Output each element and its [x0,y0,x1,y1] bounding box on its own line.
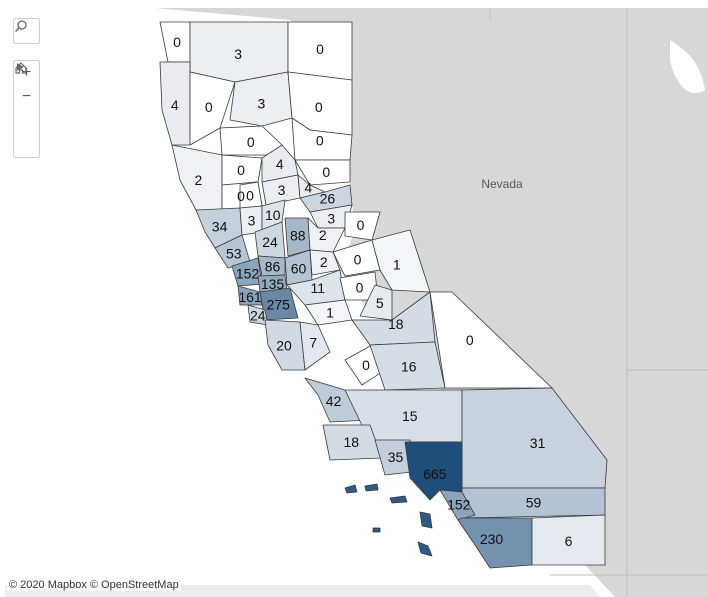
county-label-c41: 1 [326,305,334,321]
county-label-c27: 53 [226,245,242,261]
county-c45[interactable] [299,321,331,371]
county-c34[interactable] [371,229,431,293]
county-label-c46: 16 [401,358,417,374]
county-label-c31: 135 [261,276,285,292]
county-label-c14: 0 [237,188,245,204]
county-c13[interactable] [294,159,351,186]
county-c55[interactable] [439,489,476,521]
county-c9[interactable] [291,117,353,161]
county-label-c1: 0 [173,34,181,50]
county-label-c57: 6 [565,533,573,549]
county-label-c53: 665 [423,466,447,482]
county-label-c55: 152 [447,496,471,512]
county-label-c10: 2 [195,172,203,188]
county-label-c51: 18 [344,434,360,450]
channel-islands [344,483,433,557]
county-label-c33: 0 [354,252,362,268]
svg-text:Nevada: Nevada [481,177,523,191]
county-label-c54: 59 [526,494,542,510]
county-label-c4: 4 [171,97,179,113]
county-label-c12: 4 [276,156,284,172]
county-label-c44: 20 [276,337,292,353]
map-toolbar: + − [13,60,40,158]
county-label-c22: 10 [265,207,281,223]
county-label-c15: 0 [246,187,254,203]
play-icon [17,63,24,71]
county-label-c39: 24 [250,308,266,324]
county-label-c30: 86 [265,258,281,274]
play-button[interactable] [14,63,39,157]
search-control[interactable] [13,18,40,44]
county-label-c23: 24 [262,234,278,250]
county-label-c34: 1 [393,256,401,272]
zoom-out-button[interactable]: − [14,85,39,109]
county-c6[interactable] [229,71,293,127]
minus-icon: − [21,88,32,105]
county-label-c40: 5 [376,295,384,311]
county-label-c7: 0 [315,99,323,115]
home-button[interactable] [14,62,39,133]
county-label-c9: 0 [316,133,324,149]
county-layer [159,21,608,569]
county-label-c36: 11 [311,280,326,296]
county-label-c42: 18 [388,316,404,332]
county-label-c17: 4 [304,180,312,196]
county-label-c37: 0 [356,280,364,296]
county-c57[interactable] [531,514,606,566]
county-label-c11: 0 [237,162,245,178]
county-c4[interactable] [159,61,191,146]
county-c12[interactable] [261,144,299,183]
county-label-c32: 60 [291,260,307,276]
county-label-c5: 0 [205,99,213,115]
county-label-c28: 2 [320,254,328,270]
home-icon [15,62,27,74]
county-label-c35: 161 [238,289,262,305]
county-label-c19: 3 [327,210,335,226]
county-label-c20: 34 [212,219,228,235]
county-label-c49: 15 [402,408,418,424]
county-c18[interactable] [299,184,353,213]
county-label-c29: 152 [236,266,260,282]
county-label-c52: 35 [388,449,404,465]
county-label-c43: 0 [362,357,370,373]
county-c48[interactable] [304,377,371,423]
county-label-c18: 26 [320,190,336,206]
county-label-c6: 3 [258,96,266,112]
county-label-c50: 31 [530,435,546,451]
county-label-c48: 42 [326,393,342,409]
map-attribution: © 2020 Mapbox © OpenStreetMap [7,579,181,591]
county-label-c13: 0 [322,164,330,180]
county-label-c56: 230 [480,531,504,547]
state-label-nevada: Nevada [481,177,523,191]
county-label-c2: 3 [234,46,242,62]
county-c44[interactable] [264,319,306,371]
county-c25[interactable] [307,217,346,253]
county-label-c8: 0 [247,134,255,150]
county-label-c21: 3 [248,212,256,228]
magnifier-icon[interactable] [14,19,39,43]
county-label-c45: 7 [309,334,317,350]
county-label-c38: 275 [267,297,291,313]
county-label-c24: 88 [290,228,306,244]
county-label-c26: 0 [357,217,365,233]
county-label-c3: 0 [316,41,324,57]
county-label-c47: 0 [466,332,474,348]
county-label-c25: 2 [319,227,327,243]
county-label-c16: 3 [278,182,286,198]
county-c42[interactable] [351,291,436,346]
